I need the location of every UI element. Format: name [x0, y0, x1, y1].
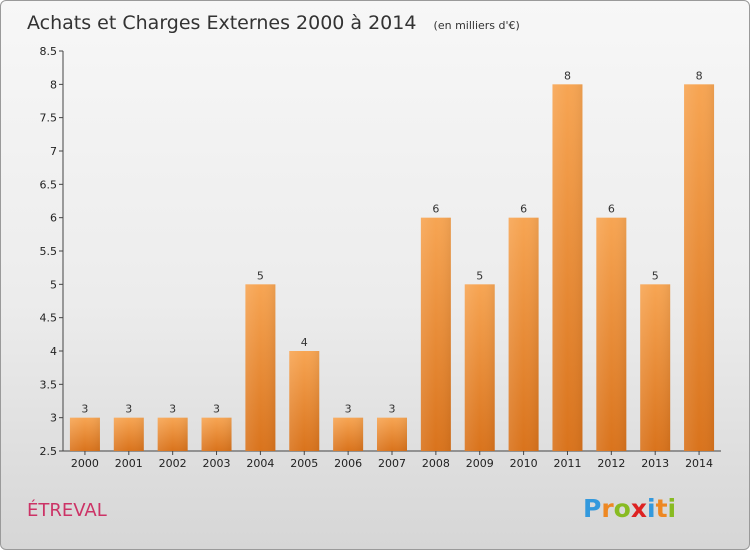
x-tick-label: 2011 [553, 457, 581, 470]
bar-shade [684, 84, 715, 451]
bar-shade [640, 284, 671, 451]
y-tick-label: 8.5 [40, 45, 58, 58]
data-label: 5 [476, 269, 483, 282]
data-label: 3 [81, 403, 88, 416]
logo-letter: o [614, 494, 631, 523]
y-tick-label: 6 [50, 212, 57, 225]
y-tick-label: 7 [50, 145, 57, 158]
x-tick-label: 2004 [246, 457, 274, 470]
data-label: 8 [696, 69, 703, 82]
data-label: 6 [608, 203, 615, 216]
x-tick-label: 2013 [641, 457, 669, 470]
data-label: 3 [125, 403, 132, 416]
x-tick-label: 2000 [71, 457, 99, 470]
logo-letter: t [656, 494, 668, 523]
logo-letter: i [668, 494, 677, 523]
y-tick-label: 5 [50, 278, 57, 291]
y-tick-label: 8 [50, 78, 57, 91]
data-label: 3 [169, 403, 176, 416]
bar-shade [377, 417, 407, 451]
y-tick-label: 4 [50, 345, 57, 358]
logo-letter: i [647, 494, 656, 523]
y-tick-label: 3.5 [40, 378, 58, 391]
data-label: 6 [520, 203, 527, 216]
bar-shade [289, 351, 320, 451]
x-axis-ticks: 2000 2001 2002 2003 2004 2005 2006 2007 2008 2009… [71, 451, 713, 470]
logo-letter: P [583, 494, 601, 523]
y-tick-label: 7.5 [40, 112, 58, 125]
bar-shade [596, 217, 627, 451]
commune-name: ÉTREVAL [27, 499, 107, 521]
x-tick-label: 2003 [203, 457, 231, 470]
bar-shade [69, 417, 100, 451]
bar-shade [464, 284, 495, 451]
y-tick-label: 6.5 [40, 178, 58, 191]
bar-shade [245, 284, 276, 451]
y-tick-label: 5.5 [40, 245, 58, 258]
x-tick-label: 2006 [334, 457, 362, 470]
data-label: 3 [213, 403, 220, 416]
data-label: 6 [432, 203, 439, 216]
x-tick-label: 2001 [115, 457, 143, 470]
x-tick-label: 2007 [378, 457, 406, 470]
chart-title: Achats et Charges Externes 2000 à 2014 (… [27, 12, 520, 34]
x-tick-label: 2008 [422, 457, 450, 470]
bar-shade [508, 217, 539, 451]
data-label: 8 [564, 69, 571, 82]
x-tick-label: 2005 [290, 457, 318, 470]
bar-shade [157, 417, 188, 451]
bar-series: 3 3 3 3 5 4 3 3 6 5 6 8 6 5 8 [69, 69, 715, 451]
x-tick-label: 2014 [685, 457, 713, 470]
x-tick-label: 2010 [510, 457, 538, 470]
data-label: 5 [652, 269, 659, 282]
x-tick-label: 2012 [597, 457, 625, 470]
bar-shade [201, 417, 232, 451]
logo-letter: r [601, 494, 614, 523]
y-tick-label: 4.5 [40, 312, 58, 325]
data-label: 3 [389, 403, 396, 416]
data-label: 5 [257, 269, 264, 282]
y-tick-label: 3 [50, 412, 57, 425]
logo-letter: x [631, 494, 647, 523]
bar-shade [333, 417, 364, 451]
bar-shade [552, 84, 583, 451]
x-tick-label: 2009 [466, 457, 494, 470]
y-tick-label: 2.5 [40, 445, 58, 458]
bar-shade [113, 417, 144, 451]
proxiti-logo: Proxiti [583, 494, 676, 523]
bar-shade [420, 217, 451, 451]
x-tick-label: 2002 [159, 457, 187, 470]
y-axis-ticks: 2.5 3 3.5 4 4.5 5 5.5 6 6.5 7 7.5 8 8.5 [40, 45, 63, 458]
data-label: 3 [345, 403, 352, 416]
data-label: 4 [301, 336, 308, 349]
